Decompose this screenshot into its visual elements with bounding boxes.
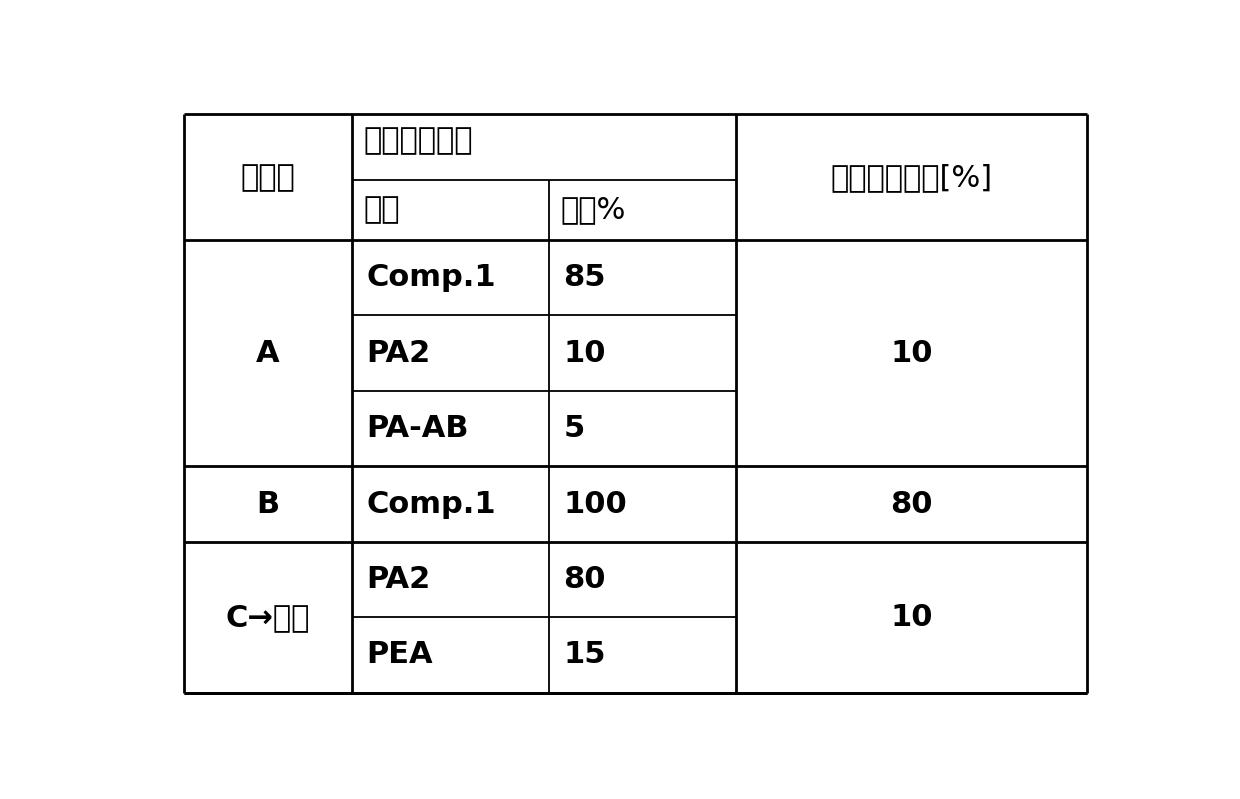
Text: 100: 100 (563, 490, 627, 519)
Text: 5: 5 (563, 414, 585, 443)
Text: PA-AB: PA-AB (367, 414, 469, 443)
Text: 10: 10 (890, 602, 932, 632)
Text: C→内层: C→内层 (226, 602, 310, 632)
Text: Comp.1: Comp.1 (367, 264, 496, 292)
Text: PA2: PA2 (367, 565, 430, 594)
Text: 挤出机: 挤出机 (241, 163, 295, 192)
Text: A: A (257, 339, 280, 368)
Text: 所供给的组分: 所供给的组分 (363, 126, 472, 155)
Text: PEA: PEA (367, 641, 433, 670)
Text: 80: 80 (563, 565, 606, 594)
Text: 15: 15 (563, 641, 606, 670)
Text: PA2: PA2 (367, 339, 430, 368)
Text: 重量%: 重量% (560, 196, 626, 225)
Text: 85: 85 (563, 264, 606, 292)
Text: B: B (257, 490, 279, 519)
Text: Comp.1: Comp.1 (367, 490, 496, 519)
Text: 10: 10 (890, 339, 932, 368)
Text: 10: 10 (563, 339, 606, 368)
Text: 名称: 名称 (363, 196, 401, 225)
Text: 成比例层厚度[%]: 成比例层厚度[%] (831, 163, 993, 192)
Text: 80: 80 (890, 490, 932, 519)
